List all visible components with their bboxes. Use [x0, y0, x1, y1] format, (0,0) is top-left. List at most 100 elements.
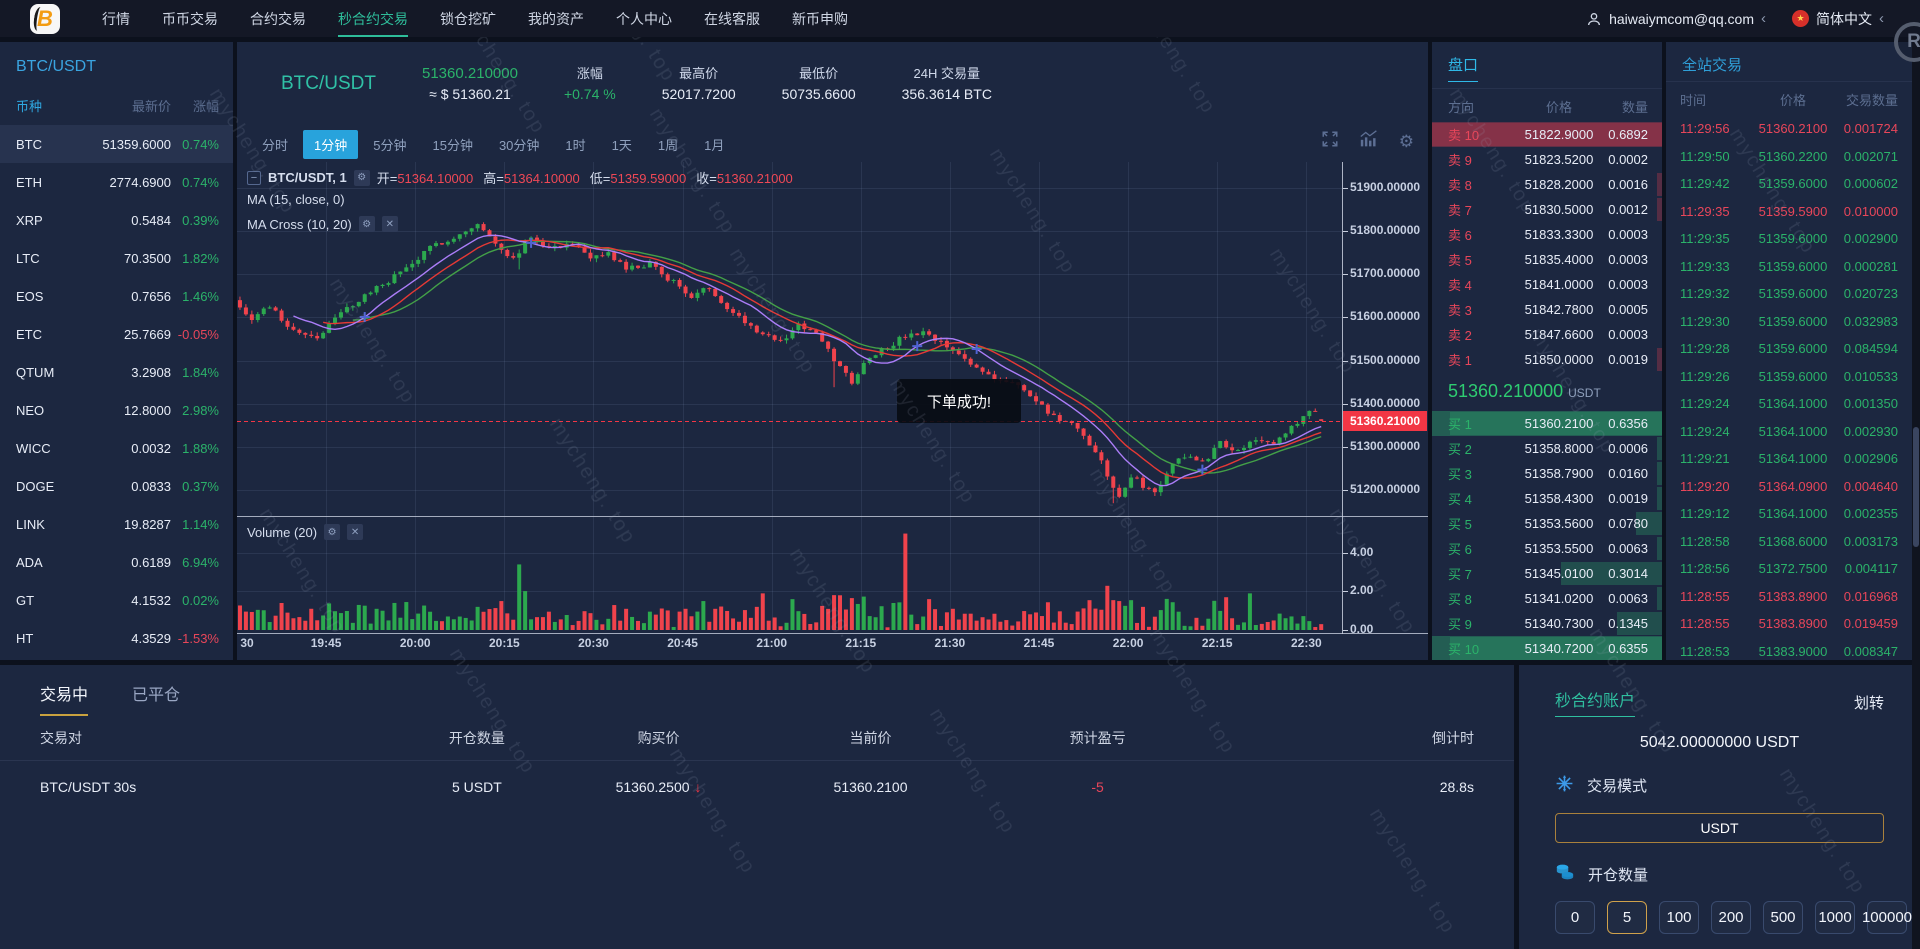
timeframe-1周[interactable]: 1周 [657, 137, 679, 153]
coin-row[interactable]: ADA 0.6189 6.94% [0, 543, 233, 581]
volume-close-icon[interactable]: ✕ [347, 524, 364, 540]
timeframe-30分钟[interactable]: 30分钟 [498, 137, 540, 153]
trade-row: 11:29:32 51359.6000 0.020723 [1666, 280, 1912, 308]
positions-tab-2[interactable]: 已平仓 [132, 687, 181, 704]
page-scrollbar[interactable] [1912, 37, 1920, 949]
timeframe-5分钟[interactable]: 5分钟 [373, 137, 407, 153]
orderbook-bid-row[interactable]: 买 6 51353.5500 0.0063 [1432, 536, 1662, 561]
trade-amount: 0.008347 [1843, 643, 1898, 659]
side-label: 买 1 [1448, 417, 1472, 432]
orderbook-ask-row[interactable]: 卖 1 51850.0000 0.0019 [1432, 347, 1662, 372]
timeframe-1时[interactable]: 1时 [565, 137, 586, 153]
orderbook-bid-row[interactable]: 买 5 51353.5600 0.0780 [1432, 511, 1662, 536]
orderbook-ask-row[interactable]: 卖 9 51823.5200 0.0002 [1432, 147, 1662, 172]
nav-item-1[interactable]: 行情 [102, 10, 130, 27]
language-menu[interactable]: ★ 简体中文 ‹ [1792, 9, 1884, 29]
amount-preset-500[interactable]: 500 [1763, 901, 1803, 934]
trade-row: 11:28:56 51372.7500 0.004117 [1666, 555, 1912, 583]
orderbook-ask-row[interactable]: 卖 10 51822.9000 0.6892 [1432, 122, 1662, 147]
trade-mode-label: 交易模式 [1587, 778, 1648, 795]
chart-settings-gear-icon[interactable]: ⚙ [1398, 131, 1414, 151]
positions-tab-1[interactable]: 交易中 [40, 681, 89, 716]
coin-price: 51359.6000 [102, 136, 171, 152]
orderbook-bid-row[interactable]: 买 1 51360.2100 0.6356 [1432, 411, 1662, 436]
nav-item-8[interactable]: 在线客服 [704, 10, 760, 27]
coin-row[interactable]: HT 4.3529 -1.53% [0, 619, 233, 657]
orderbook-bid-row[interactable]: 买 2 51358.8000 0.0006 [1432, 436, 1662, 461]
time-axis-label: 21:30 [934, 636, 966, 650]
timeframe-15分钟[interactable]: 15分钟 [432, 137, 473, 153]
trade-amount: 0.002355 [1843, 506, 1898, 522]
coin-symbol: EOS [16, 288, 44, 304]
time-axis[interactable]: 30 19:45 20:00 20:15 20:30 20:45 21:00 21:15 21:… [237, 636, 1342, 654]
coin-row[interactable]: LTC 70.3500 1.82% [0, 239, 233, 277]
price-axis-label: 51800.00000 [1342, 223, 1421, 238]
coin-row[interactable]: QTUM 3.2908 1.84% [0, 353, 233, 391]
coin-symbol: QTUM [16, 364, 55, 380]
timeframe-1天[interactable]: 1天 [611, 137, 632, 153]
orderbook-bid-row[interactable]: 买 9 51340.7300 0.1345 [1432, 611, 1662, 636]
brand-logo[interactable]: B [30, 3, 60, 34]
timeframe-1月[interactable]: 1月 [704, 137, 725, 153]
account-title[interactable]: 秒合约账户 [1555, 687, 1636, 717]
coin-row[interactable]: BTC 51359.6000 0.74% [0, 125, 233, 163]
scrollbar-thumb[interactable] [1913, 427, 1919, 547]
orderbook-bid-row[interactable]: 买 3 51358.7900 0.0160 [1432, 461, 1662, 486]
orderbook-ask-row[interactable]: 卖 5 51835.4000 0.0003 [1432, 247, 1662, 272]
depth-bar [1657, 437, 1662, 460]
trade-amount: 0.001724 [1843, 121, 1898, 137]
orderbook-ask-row[interactable]: 卖 7 51830.5000 0.0012 [1432, 197, 1662, 222]
volume-gear-icon[interactable]: ⚙ [324, 524, 341, 540]
indicator-icon[interactable] [1359, 130, 1379, 153]
trade-time: 11:29:35 [1680, 231, 1730, 247]
nav-item-3[interactable]: 合约交易 [250, 10, 306, 27]
orderbook-ask-row[interactable]: 卖 3 51842.7800 0.0005 [1432, 297, 1662, 322]
nav-item-2[interactable]: 币币交易 [162, 10, 218, 27]
orderbook-ask-row[interactable]: 卖 8 51828.2000 0.0016 [1432, 172, 1662, 197]
amount-preset-200[interactable]: 200 [1711, 901, 1751, 934]
timeframe-分时[interactable]: 分时 [262, 137, 289, 153]
orderbook-bid-row[interactable]: 买 8 51341.0200 0.0063 [1432, 586, 1662, 611]
nav-item-9[interactable]: 新币申购 [792, 10, 848, 27]
candlestick-chart[interactable] [237, 162, 1342, 634]
amount-presets: 0 5 100 200 500 1000 100000 [1555, 901, 1912, 934]
coin-row[interactable]: LINK 19.8287 1.14% [0, 505, 233, 543]
amount-preset-5[interactable]: 5 [1607, 901, 1647, 934]
trade-mode-select[interactable]: USDT [1555, 813, 1884, 843]
coin-row[interactable]: DOGE 0.0833 0.37% [0, 467, 233, 505]
series-gear-icon[interactable]: ⚙ [353, 169, 370, 186]
trade-price: 51359.6000 [1758, 368, 1828, 384]
coin-row[interactable]: WICC 0.0032 1.88% [0, 429, 233, 467]
coin-row[interactable]: ETH 2774.6900 0.74% [0, 163, 233, 201]
coin-row[interactable]: XRP 0.5484 0.39% [0, 201, 233, 239]
ma-cross-gear-icon[interactable]: ⚙ [358, 216, 375, 232]
collapse-series-icon[interactable]: − [247, 170, 261, 185]
amount-preset-100000[interactable]: 100000 [1862, 901, 1912, 934]
coin-row[interactable]: EOS 0.7656 1.46% [0, 277, 233, 315]
trade-price: 51368.6000 [1758, 533, 1828, 549]
ma-cross-close-icon[interactable]: ✕ [381, 216, 398, 232]
coin-row[interactable]: GT 4.1532 0.02% [0, 581, 233, 619]
coin-row[interactable]: NEO 12.8000 2.98% [0, 391, 233, 429]
orderbook-ask-row[interactable]: 卖 2 51847.6600 0.0003 [1432, 322, 1662, 347]
orderbook-bid-row[interactable]: 买 10 51340.7200 0.6355 [1432, 636, 1662, 660]
last-price: 51360.210000 [422, 65, 518, 82]
amount-preset-0[interactable]: 0 [1555, 901, 1595, 934]
timeframe-1分钟[interactable]: 1分钟 [303, 129, 359, 159]
coin-row[interactable]: ETC 25.7669 -0.05% [0, 315, 233, 353]
nav-item-4[interactable]: 秒合约交易 [322, 0, 424, 37]
nav-item-7[interactable]: 个人中心 [616, 10, 672, 27]
fullscreen-icon[interactable] [1321, 130, 1339, 153]
nav-item-5[interactable]: 锁仓挖矿 [440, 10, 496, 27]
nav-item-6[interactable]: 我的资产 [528, 10, 584, 27]
orderbook-ask-row[interactable]: 卖 4 51841.0000 0.0003 [1432, 272, 1662, 297]
orderbook-bid-row[interactable]: 买 4 51358.4300 0.0019 [1432, 486, 1662, 511]
transfer-button[interactable]: 划转 [1853, 694, 1884, 712]
account-menu[interactable]: haiwaiymcom@qq.com ‹ [1586, 10, 1766, 27]
volume-legend: Volume (20) ⚙ ✕ [247, 524, 364, 540]
orderbook-ask-row[interactable]: 卖 6 51833.3300 0.0003 [1432, 222, 1662, 247]
amount-preset-100[interactable]: 100 [1659, 901, 1699, 934]
amount-preset-1000[interactable]: 1000 [1815, 901, 1855, 934]
coin-price: 0.5484 [131, 212, 171, 228]
orderbook-bid-row[interactable]: 买 7 51345.0100 0.3014 [1432, 561, 1662, 586]
